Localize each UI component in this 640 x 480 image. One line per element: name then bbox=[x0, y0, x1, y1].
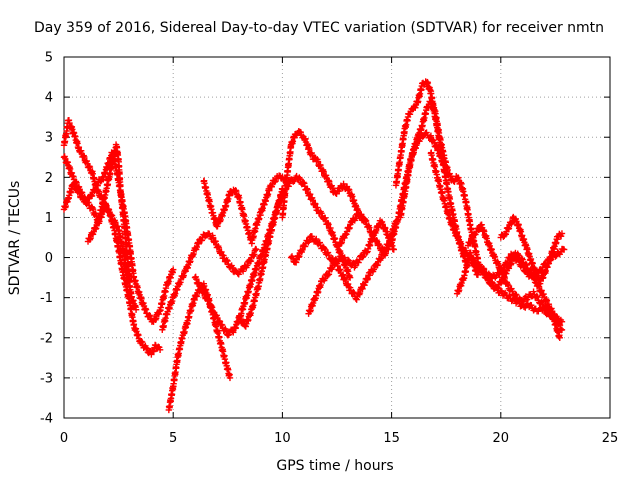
data-points bbox=[60, 78, 568, 414]
chart-title: Day 359 of 2016, Sidereal Day-to-day VTE… bbox=[34, 20, 604, 36]
x-tick-label: 0 bbox=[60, 431, 68, 446]
x-tick-labels: 0 5 10 15 20 25 bbox=[60, 431, 618, 446]
y-tick-label: 3 bbox=[45, 131, 53, 146]
x-tick-label: 20 bbox=[493, 431, 510, 446]
y-tick-label: -1 bbox=[40, 291, 53, 306]
y-tick-label: -4 bbox=[40, 412, 53, 427]
x-tick-label: 15 bbox=[383, 431, 400, 446]
series-track-4 bbox=[84, 141, 133, 286]
series-track-5 bbox=[165, 280, 234, 414]
axis-ticks bbox=[63, 56, 611, 419]
y-tick-label: -3 bbox=[40, 371, 53, 386]
series-track-9 bbox=[235, 172, 354, 330]
y-tick-label: 4 bbox=[45, 91, 53, 106]
series-track-12 bbox=[305, 217, 397, 317]
x-tick-label: 25 bbox=[602, 431, 619, 446]
series-track-6 bbox=[159, 230, 260, 333]
y-tick-label: -2 bbox=[40, 331, 53, 346]
series-track-10 bbox=[279, 128, 369, 225]
y-tick-label: 5 bbox=[45, 51, 53, 66]
y-tick-labels: -4 -3 -2 -1 0 1 2 3 4 5 bbox=[40, 51, 53, 427]
y-tick-label: 2 bbox=[45, 171, 53, 186]
y-tick-label: 0 bbox=[45, 251, 53, 266]
series-track-7 bbox=[200, 172, 290, 247]
x-tick-label: 5 bbox=[169, 431, 177, 446]
plot-frame bbox=[63, 56, 611, 419]
y-tick-label: 1 bbox=[45, 211, 53, 226]
x-tick-label: 10 bbox=[274, 431, 291, 446]
